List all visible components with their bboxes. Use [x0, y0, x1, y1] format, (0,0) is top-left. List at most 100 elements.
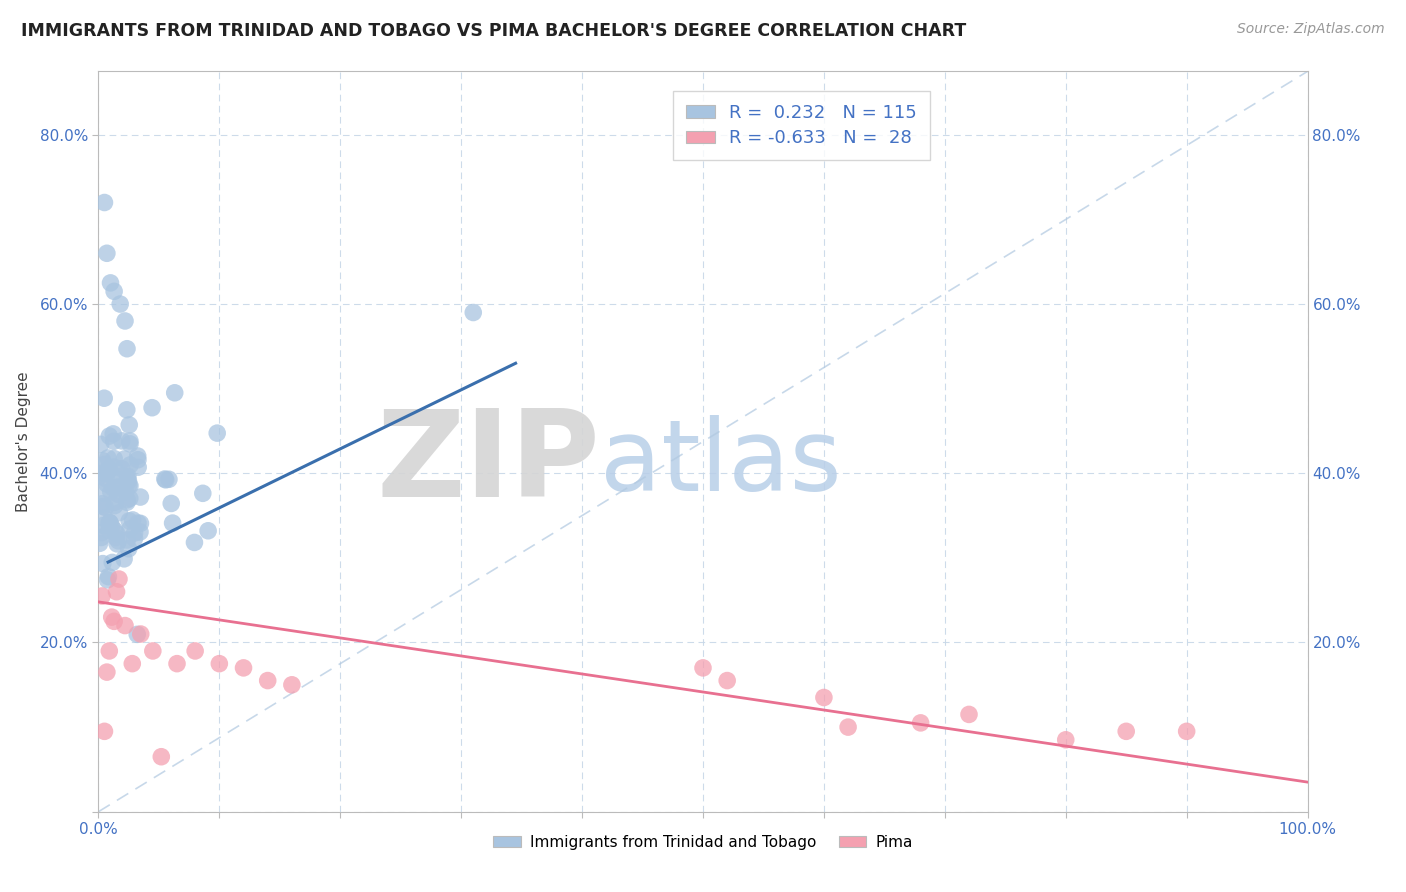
Point: [127, 452, 149, 467]
Point: [96, 573, 118, 587]
Point: [105, 584, 128, 599]
Point: [957, 707, 980, 722]
Point: [114, 314, 136, 328]
Point: [93, 195, 115, 210]
Point: [104, 495, 127, 509]
Point: [91, 497, 114, 511]
Point: [105, 526, 128, 541]
Point: [129, 627, 152, 641]
Point: [117, 492, 139, 507]
Point: [166, 657, 188, 671]
Point: [93, 458, 115, 472]
Point: [108, 572, 131, 586]
Point: [129, 524, 152, 539]
Point: [129, 490, 152, 504]
Point: [103, 481, 125, 495]
Point: [692, 661, 714, 675]
Point: [157, 472, 180, 486]
Point: [120, 458, 142, 472]
Point: [163, 385, 186, 400]
Point: [104, 481, 127, 495]
Point: [89, 536, 111, 550]
Point: [103, 615, 125, 629]
Point: [256, 673, 278, 688]
Point: [108, 506, 131, 520]
Point: [127, 449, 149, 463]
Point: [111, 461, 134, 475]
Point: [98, 463, 121, 477]
Point: [100, 484, 122, 499]
Point: [141, 401, 163, 415]
Point: [837, 720, 859, 734]
Point: [103, 434, 125, 449]
Point: [100, 276, 122, 290]
Point: [100, 519, 122, 533]
Point: [107, 533, 129, 548]
Point: [197, 524, 219, 538]
Point: [155, 473, 177, 487]
Point: [142, 644, 165, 658]
Point: [98, 523, 121, 537]
Point: [103, 460, 125, 475]
Point: [101, 469, 124, 483]
Point: [103, 426, 125, 441]
Point: [111, 434, 134, 448]
Legend: Immigrants from Trinidad and Tobago, Pima: Immigrants from Trinidad and Tobago, Pim…: [486, 829, 920, 856]
Point: [111, 468, 134, 483]
Text: IMMIGRANTS FROM TRINIDAD AND TOBAGO VS PIMA BACHELOR'S DEGREE CORRELATION CHART: IMMIGRANTS FROM TRINIDAD AND TOBAGO VS P…: [21, 22, 966, 40]
Point: [93, 724, 115, 739]
Point: [205, 426, 228, 441]
Point: [93, 466, 115, 480]
Point: [91, 500, 114, 514]
Point: [127, 516, 149, 530]
Point: [910, 715, 932, 730]
Point: [117, 541, 139, 556]
Point: [98, 461, 121, 475]
Point: [121, 513, 143, 527]
Point: [124, 526, 146, 541]
Point: [1175, 724, 1198, 739]
Point: [120, 522, 142, 536]
Point: [118, 478, 141, 492]
Point: [103, 451, 125, 466]
Point: [118, 417, 141, 432]
Point: [1115, 724, 1137, 739]
Point: [105, 531, 128, 545]
Point: [96, 665, 118, 679]
Point: [716, 673, 738, 688]
Point: [115, 495, 138, 509]
Point: [118, 434, 141, 448]
Point: [115, 402, 138, 417]
Point: [91, 454, 114, 468]
Point: [183, 535, 205, 549]
Point: [112, 552, 135, 566]
Point: [96, 246, 118, 260]
Point: [160, 496, 183, 510]
Point: [127, 627, 149, 641]
Point: [101, 556, 124, 570]
Point: [91, 518, 114, 533]
Point: [98, 516, 121, 530]
Point: [115, 533, 138, 547]
Point: [117, 469, 139, 483]
Point: [150, 749, 173, 764]
Point: [98, 644, 121, 658]
Point: [281, 678, 304, 692]
Point: [184, 644, 207, 658]
Point: [93, 511, 115, 525]
Point: [103, 285, 125, 299]
Point: [112, 452, 135, 467]
Point: [114, 484, 136, 499]
Point: [93, 391, 115, 405]
Point: [105, 537, 128, 551]
Point: [98, 516, 121, 530]
Point: [1054, 732, 1077, 747]
Point: [118, 479, 141, 493]
Point: [107, 487, 129, 501]
Point: [104, 524, 127, 538]
Point: [90, 437, 112, 451]
Point: [94, 500, 117, 515]
Point: [813, 690, 835, 705]
Point: [94, 472, 117, 486]
Point: [115, 342, 138, 356]
